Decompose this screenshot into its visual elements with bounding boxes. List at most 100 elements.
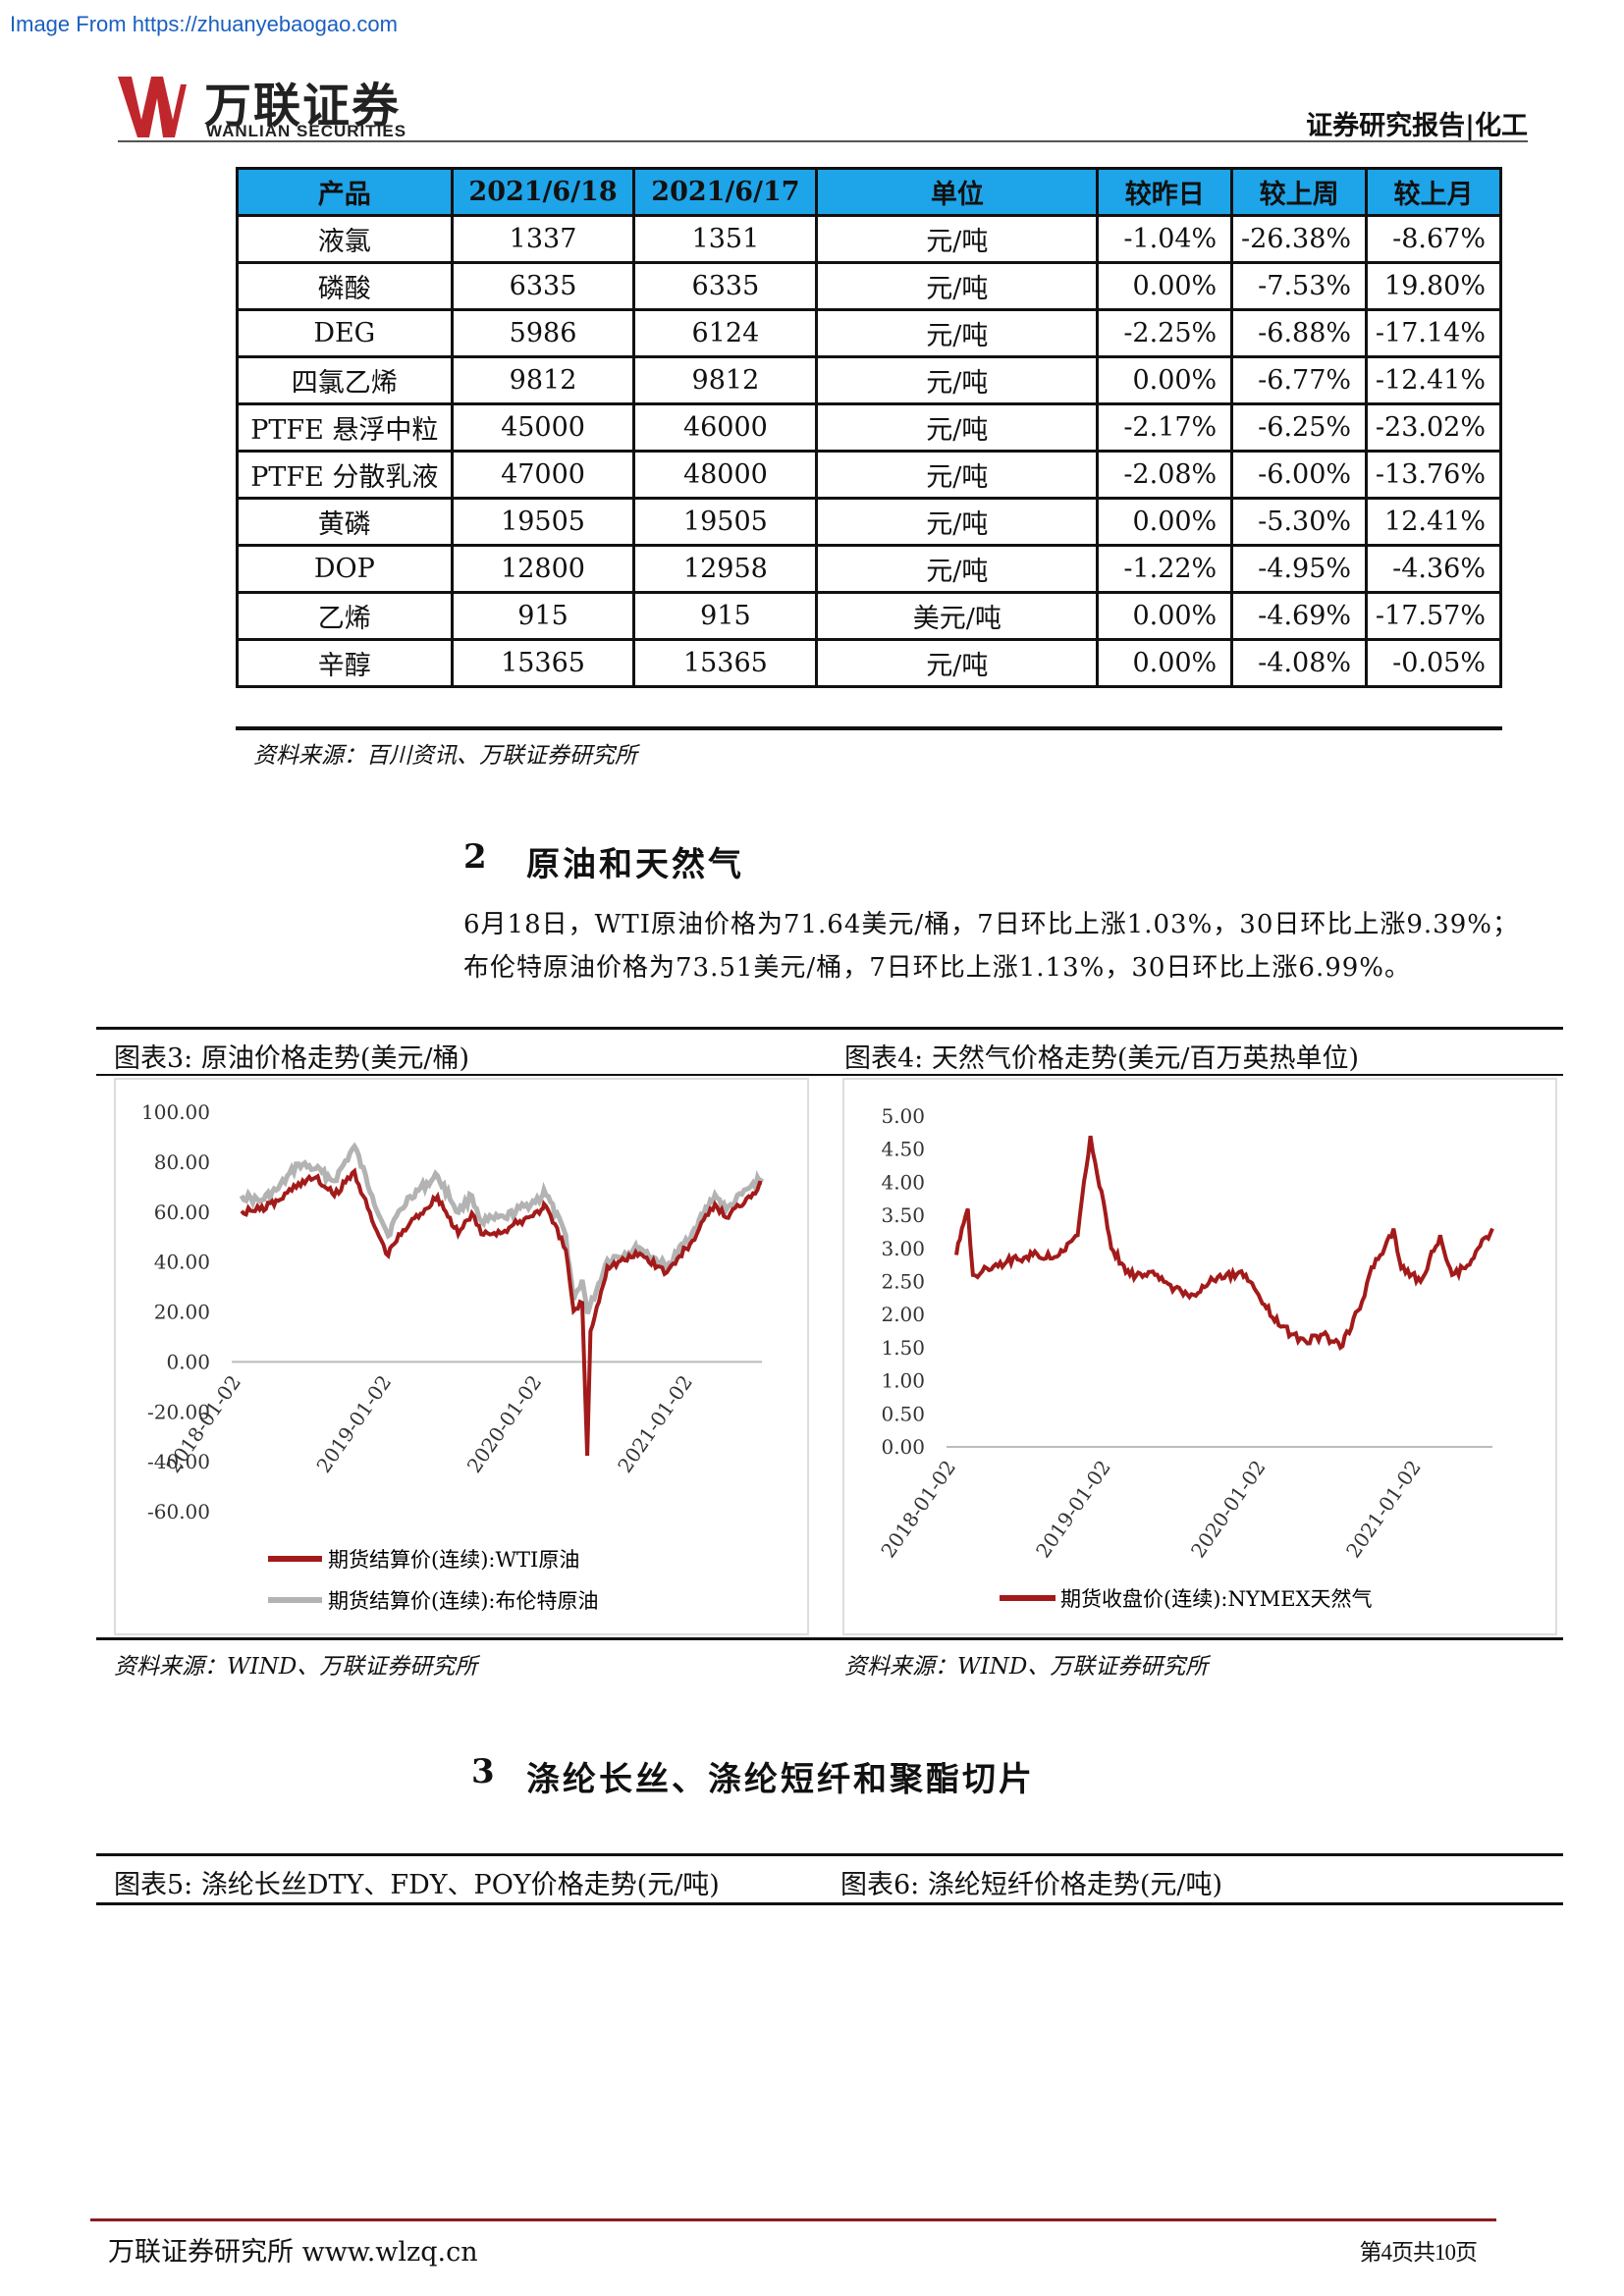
table-cell: 9812 xyxy=(450,355,636,405)
table-cell: -2.08% xyxy=(1096,450,1234,500)
table-cell: -5.30% xyxy=(1230,497,1369,547)
table-cell: -6.88% xyxy=(1230,308,1369,358)
gas-y-tick-label: 2.00 xyxy=(881,1303,925,1326)
table-cell: 9812 xyxy=(632,355,819,405)
table-row: 黄磷 19505 19505 元/吨 0.00% -5.30% 12.41% xyxy=(236,497,1502,547)
table-cell: 元/吨 xyxy=(815,402,1100,453)
table-cell: 元/吨 xyxy=(815,544,1100,594)
table-cell: -6.25% xyxy=(1230,402,1369,453)
table-cell: 元/吨 xyxy=(815,355,1100,405)
table-cell: 液氯 xyxy=(236,214,454,264)
figure-3-caption: 图表3: 原油价格走势(美元/桶) xyxy=(114,1043,470,1074)
oil-y-tick-label: 60.00 xyxy=(154,1201,210,1224)
oil-x-tick-label: 2019-01-02 xyxy=(311,1370,396,1476)
table-cell: 0.00% xyxy=(1096,591,1234,641)
table-header-cell: 2021/6/17 xyxy=(632,167,819,217)
figure-bottom-rule xyxy=(96,1637,1563,1640)
table-row: PTFE 悬浮中粒 45000 46000 元/吨 -2.17% -6.25% -23.02… xyxy=(236,402,1502,453)
table-cell: 四氯乙烯 xyxy=(236,355,454,405)
table-header-cell: 产品 xyxy=(236,167,454,217)
oil-y-tick-label: -20.00 xyxy=(147,1400,210,1423)
table-cell: -7.53% xyxy=(1230,261,1369,311)
table-cell: -1.04% xyxy=(1096,214,1234,264)
crude-oil-chart-frame: 100.00 80.00 60.00 40.00 20.00 0.00 -20.00 -40.… xyxy=(114,1078,809,1635)
oil-y-tick-label: 80.00 xyxy=(154,1150,210,1174)
figure-5-top-rule xyxy=(96,1853,1563,1856)
table-bottom-rule xyxy=(236,726,1502,730)
table-cell: -4.08% xyxy=(1230,638,1369,688)
table-row: DOP 12800 12958 元/吨 -1.22% -4.95% -4.36% xyxy=(236,544,1502,594)
table-cell: 15365 xyxy=(450,638,636,688)
table-cell: 元/吨 xyxy=(815,497,1100,547)
gas-y-tick-label: 1.50 xyxy=(881,1336,925,1360)
gas-y-tick-label: 4.50 xyxy=(881,1138,925,1161)
table-cell: 0.00% xyxy=(1096,355,1234,405)
table-cell: 5986 xyxy=(450,308,636,358)
table-body: 液氯 1337 1351 元/吨 -1.04% -26.38% -8.67% 磷酸 6335 63… xyxy=(236,214,1502,688)
figure-5-caption: 图表5: 涤纶长丝DTY、FDY、POY价格走势(元/吨) xyxy=(114,1870,720,1900)
table-cell: 元/吨 xyxy=(815,450,1100,500)
table-cell: 6124 xyxy=(632,308,819,358)
table-cell: 元/吨 xyxy=(815,638,1100,688)
table-cell: 辛醇 xyxy=(236,638,454,688)
table-header-cell: 2021/6/18 xyxy=(450,167,636,217)
table-cell: 美元/吨 xyxy=(815,591,1100,641)
oil-y-tick-label: 100.00 xyxy=(141,1100,210,1124)
gas-y-tick-label: 2.50 xyxy=(881,1270,925,1294)
table-cell: 19505 xyxy=(450,497,636,547)
table-header-cell: 单位 xyxy=(815,167,1100,217)
brent-legend-label: 期货结算价(连续):布伦特原油 xyxy=(328,1589,598,1613)
table-cell: 6335 xyxy=(450,261,636,311)
figure-caption-rule xyxy=(96,1074,1563,1076)
nymex-gas-series-line xyxy=(954,1135,1494,1352)
footer-org-website: 万联证券研究所 www.wlzq.cn xyxy=(108,2237,478,2268)
gas-y-tick-label: 4.00 xyxy=(881,1170,925,1194)
gas-y-tick-label: 1.00 xyxy=(881,1369,925,1393)
table-cell: 6335 xyxy=(632,261,819,311)
footer-rule xyxy=(90,2218,1496,2221)
crude-oil-paragraph-line-1: 6月18日，WTI原油价格为71.64美元/桶，7日环比上涨1.03%，30日环… xyxy=(463,910,1519,939)
figure-top-rule xyxy=(96,1027,1563,1030)
table-cell: 1351 xyxy=(632,214,819,264)
table-header-cell: 较上周 xyxy=(1230,167,1369,217)
oil-x-tick-label: 2021-01-02 xyxy=(613,1370,697,1476)
wti-crude-series-line xyxy=(240,1167,763,1457)
table-row: 乙烯 915 915 美元/吨 0.00% -4.69% -17.57% xyxy=(236,591,1502,641)
table-cell: PTFE 分散乳液 xyxy=(236,450,454,500)
table-row: 液氯 1337 1351 元/吨 -1.04% -26.38% -8.67% xyxy=(236,214,1502,264)
table-cell: 12800 xyxy=(450,544,636,594)
gas-x-tick-label: 2020-01-02 xyxy=(1186,1456,1271,1562)
oil-y-tick-label: -60.00 xyxy=(147,1500,210,1523)
table-cell: PTFE 悬浮中粒 xyxy=(236,402,454,453)
logo-chinese-name: 万联证券 xyxy=(204,79,402,133)
table-cell: 12958 xyxy=(632,544,819,594)
oil-y-tick-label: 40.00 xyxy=(154,1251,210,1274)
table-cell: 15365 xyxy=(632,638,819,688)
gas-x-tick-label: 2019-01-02 xyxy=(1031,1456,1115,1562)
oil-y-tick-label: 20.00 xyxy=(154,1301,210,1324)
table-source-note: 资料来源：百川资讯、万联证券研究所 xyxy=(253,743,637,769)
table-cell: 乙烯 xyxy=(236,591,454,641)
table-cell: 19.80% xyxy=(1365,261,1502,311)
table-cell: -2.25% xyxy=(1096,308,1234,358)
oil-x-tick-label: 2020-01-02 xyxy=(462,1370,547,1476)
brent-crude-series-line xyxy=(239,1142,765,1315)
table-cell: 0.00% xyxy=(1096,497,1234,547)
table-cell: 915 xyxy=(632,591,819,641)
table-cell: 915 xyxy=(450,591,636,641)
chemical-price-table: 产品 2021/6/18 2021/6/17 单位 较昨日 较上周 较上月 液氯 1337 13… xyxy=(236,167,1502,688)
source-url: Image From https://zhuanyebaogao.com xyxy=(10,12,398,36)
wanlian-logo-icon xyxy=(118,77,187,137)
gas-y-tick-label: 0.00 xyxy=(881,1435,925,1459)
table-cell: -1.22% xyxy=(1096,544,1234,594)
table-cell: -0.05% xyxy=(1365,638,1502,688)
gas-y-tick-label: 5.00 xyxy=(881,1104,925,1128)
table-cell: 磷酸 xyxy=(236,261,454,311)
section-3-number: 3 xyxy=(471,1752,495,1791)
table-cell: 12.41% xyxy=(1365,497,1502,547)
figure-3-source-note: 资料来源：WIND、万联证券研究所 xyxy=(114,1654,478,1680)
table-cell: 0.00% xyxy=(1096,638,1234,688)
table-header-cell: 较上月 xyxy=(1365,167,1502,217)
table-row: 辛醇 15365 15365 元/吨 0.00% -4.08% -0.05% xyxy=(236,638,1502,688)
gas-y-tick-label: 3.50 xyxy=(881,1203,925,1227)
